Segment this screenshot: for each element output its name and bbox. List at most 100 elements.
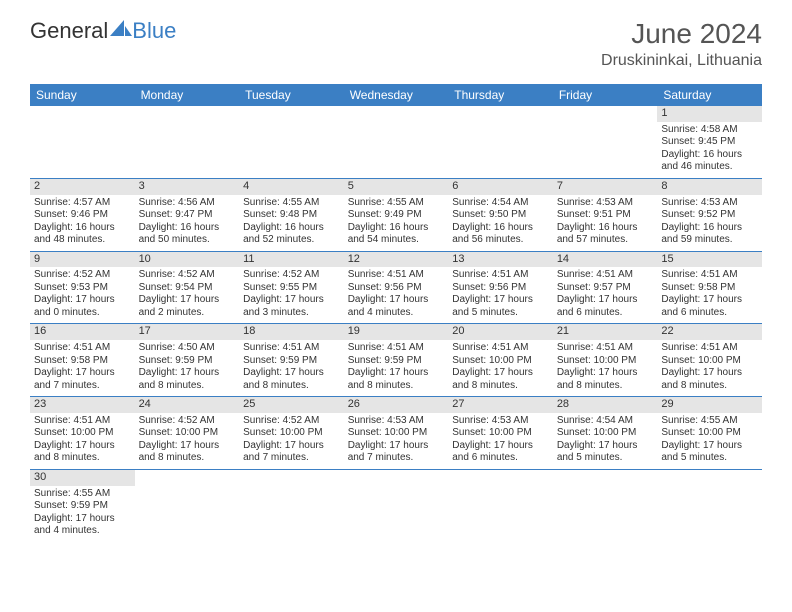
calendar-day-cell [344,469,449,541]
sunset-text: Sunset: 9:55 PM [243,282,340,295]
daylight-text-1: Daylight: 16 hours [139,222,236,235]
day-number: 29 [657,397,762,413]
sunset-text: Sunset: 10:00 PM [557,355,654,368]
day-number: 2 [30,179,135,195]
daylight-text-2: and 8 minutes. [452,380,549,393]
sunset-text: Sunset: 9:53 PM [34,282,131,295]
sunset-text: Sunset: 10:00 PM [452,427,549,440]
calendar-day-cell: 14Sunrise: 4:51 AMSunset: 9:57 PMDayligh… [553,251,658,324]
weekday-header: Monday [135,84,240,106]
sunrise-text: Sunrise: 4:52 AM [243,415,340,428]
day-number: 3 [135,179,240,195]
calendar-day-cell [344,106,449,178]
daylight-text-1: Daylight: 16 hours [348,222,445,235]
daylight-text-1: Daylight: 17 hours [452,367,549,380]
calendar-day-cell: 15Sunrise: 4:51 AMSunset: 9:58 PMDayligh… [657,251,762,324]
page-title: June 2024 [601,18,762,50]
day-number: 26 [344,397,449,413]
sunset-text: Sunset: 9:56 PM [348,282,445,295]
daylight-text-1: Daylight: 17 hours [34,440,131,453]
weekday-header: Saturday [657,84,762,106]
calendar-week-row: 16Sunrise: 4:51 AMSunset: 9:58 PMDayligh… [30,324,762,397]
sunrise-text: Sunrise: 4:54 AM [557,415,654,428]
daylight-text-1: Daylight: 17 hours [557,294,654,307]
calendar-day-cell: 22Sunrise: 4:51 AMSunset: 10:00 PMDaylig… [657,324,762,397]
day-number: 10 [135,252,240,268]
daylight-text-1: Daylight: 17 hours [661,367,758,380]
calendar-day-cell: 11Sunrise: 4:52 AMSunset: 9:55 PMDayligh… [239,251,344,324]
sunrise-text: Sunrise: 4:55 AM [348,197,445,210]
daylight-text-1: Daylight: 17 hours [139,367,236,380]
daylight-text-2: and 54 minutes. [348,234,445,247]
sunset-text: Sunset: 10:00 PM [34,427,131,440]
calendar-day-cell: 8Sunrise: 4:53 AMSunset: 9:52 PMDaylight… [657,178,762,251]
daylight-text-2: and 7 minutes. [243,452,340,465]
calendar-day-cell: 24Sunrise: 4:52 AMSunset: 10:00 PMDaylig… [135,397,240,470]
calendar-day-cell: 7Sunrise: 4:53 AMSunset: 9:51 PMDaylight… [553,178,658,251]
daylight-text-2: and 50 minutes. [139,234,236,247]
sunrise-text: Sunrise: 4:55 AM [34,488,131,501]
sunrise-text: Sunrise: 4:51 AM [557,342,654,355]
calendar-day-cell: 17Sunrise: 4:50 AMSunset: 9:59 PMDayligh… [135,324,240,397]
brand-part1: General [30,18,108,44]
calendar-week-row: 9Sunrise: 4:52 AMSunset: 9:53 PMDaylight… [30,251,762,324]
daylight-text-2: and 52 minutes. [243,234,340,247]
daylight-text-2: and 4 minutes. [348,307,445,320]
weekday-header: Friday [553,84,658,106]
weekday-header: Tuesday [239,84,344,106]
sunset-text: Sunset: 9:58 PM [34,355,131,368]
sunrise-text: Sunrise: 4:51 AM [243,342,340,355]
daylight-text-1: Daylight: 17 hours [557,440,654,453]
sunrise-text: Sunrise: 4:50 AM [139,342,236,355]
daylight-text-1: Daylight: 17 hours [34,294,131,307]
title-block: June 2024 Druskininkai, Lithuania [601,18,762,70]
sunset-text: Sunset: 9:46 PM [34,209,131,222]
daylight-text-2: and 5 minutes. [661,452,758,465]
daylight-text-2: and 8 minutes. [139,452,236,465]
day-number: 17 [135,324,240,340]
calendar-day-cell: 5Sunrise: 4:55 AMSunset: 9:49 PMDaylight… [344,178,449,251]
day-number: 6 [448,179,553,195]
daylight-text-1: Daylight: 17 hours [452,440,549,453]
sunset-text: Sunset: 9:50 PM [452,209,549,222]
calendar-day-cell: 13Sunrise: 4:51 AMSunset: 9:56 PMDayligh… [448,251,553,324]
calendar-day-cell: 16Sunrise: 4:51 AMSunset: 9:58 PMDayligh… [30,324,135,397]
daylight-text-2: and 6 minutes. [452,452,549,465]
calendar-day-cell [135,469,240,541]
day-number: 12 [344,252,449,268]
daylight-text-1: Daylight: 16 hours [243,222,340,235]
day-number: 30 [30,470,135,486]
calendar-day-cell [553,106,658,178]
daylight-text-2: and 0 minutes. [34,307,131,320]
daylight-text-2: and 59 minutes. [661,234,758,247]
daylight-text-2: and 5 minutes. [557,452,654,465]
daylight-text-1: Daylight: 16 hours [661,222,758,235]
sunset-text: Sunset: 9:57 PM [557,282,654,295]
sunset-text: Sunset: 9:59 PM [34,500,131,513]
sunrise-text: Sunrise: 4:52 AM [139,269,236,282]
daylight-text-1: Daylight: 17 hours [34,513,131,526]
calendar-week-row: 30 Sunrise: 4:55 AMSunset: 9:59 PMDayligh… [30,469,762,541]
sunset-text: Sunset: 9:47 PM [139,209,236,222]
calendar-day-cell: 10Sunrise: 4:52 AMSunset: 9:54 PMDayligh… [135,251,240,324]
daylight-text-2: and 8 minutes. [348,380,445,393]
calendar-week-row: 23Sunrise: 4:51 AMSunset: 10:00 PMDaylig… [30,397,762,470]
calendar-day-cell [135,106,240,178]
calendar-day-cell: 23Sunrise: 4:51 AMSunset: 10:00 PMDaylig… [30,397,135,470]
day-number: 4 [239,179,344,195]
sunrise-text: Sunrise: 4:54 AM [452,197,549,210]
daylight-text-2: and 8 minutes. [557,380,654,393]
daylight-text-1: Daylight: 17 hours [452,294,549,307]
day-number: 5 [344,179,449,195]
daylight-text-2: and 6 minutes. [557,307,654,320]
day-number: 28 [553,397,658,413]
daylight-text-2: and 8 minutes. [34,452,131,465]
calendar-day-cell: 6Sunrise: 4:54 AMSunset: 9:50 PMDaylight… [448,178,553,251]
sunrise-text: Sunrise: 4:51 AM [452,342,549,355]
sunrise-text: Sunrise: 4:53 AM [348,415,445,428]
sunrise-text: Sunrise: 4:51 AM [34,415,131,428]
sunrise-text: Sunrise: 4:51 AM [661,269,758,282]
daylight-text-2: and 6 minutes. [661,307,758,320]
daylight-text-2: and 8 minutes. [243,380,340,393]
sunrise-text: Sunrise: 4:51 AM [348,342,445,355]
